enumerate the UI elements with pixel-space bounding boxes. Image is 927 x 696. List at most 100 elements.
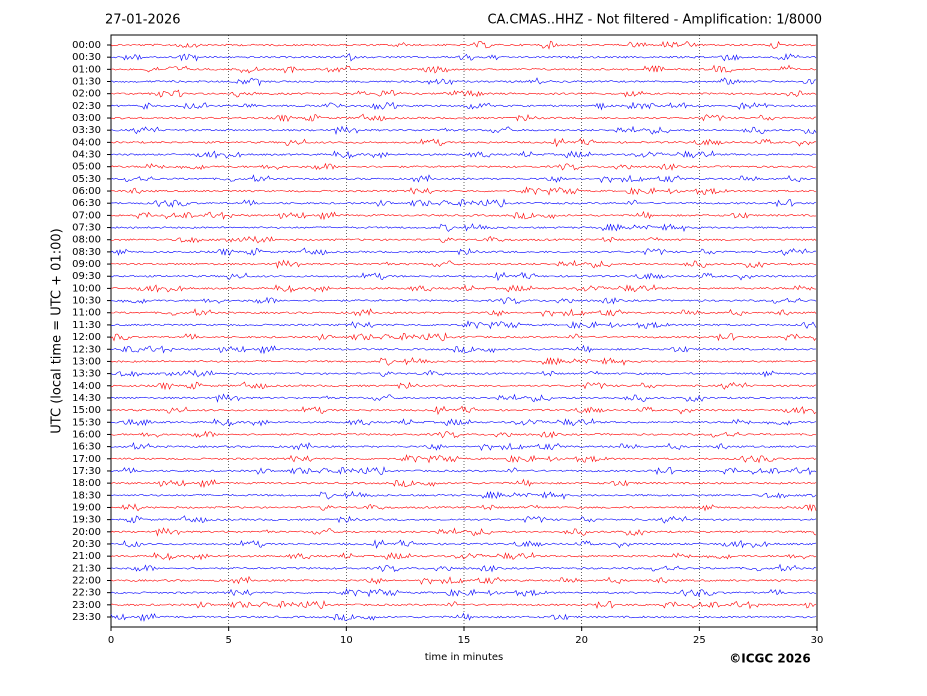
- x-tick-label: 10: [340, 635, 353, 646]
- trace: [110, 210, 817, 221]
- y-tick-label: 10:00: [72, 283, 101, 294]
- trace: [110, 150, 817, 160]
- x-tick-label: 25: [693, 635, 706, 646]
- trace: [110, 162, 817, 171]
- y-tick-label: 17:00: [72, 454, 101, 465]
- y-tick-label: 22:00: [72, 575, 101, 586]
- y-tick-label: 02:30: [72, 101, 101, 112]
- trace: [110, 612, 817, 622]
- trace: [110, 259, 816, 269]
- y-tick-label: 07:30: [72, 223, 101, 234]
- trace: [110, 418, 817, 427]
- trace: [110, 284, 817, 293]
- y-tick-label: 06:00: [72, 186, 101, 197]
- y-tick-label: 13:30: [72, 369, 101, 380]
- trace: [110, 235, 817, 244]
- x-tick-label: 0: [108, 635, 114, 646]
- y-tick-label: 16:30: [72, 442, 101, 453]
- y-tick-label: 23:00: [72, 600, 101, 611]
- trace: [110, 430, 817, 439]
- x-tick-label: 30: [811, 635, 824, 646]
- trace: [110, 186, 817, 196]
- y-tick-label: 17:30: [72, 466, 101, 477]
- trace: [110, 223, 817, 233]
- trace: [110, 478, 817, 488]
- y-tick-label: 14:00: [72, 381, 101, 392]
- trace: [110, 490, 817, 500]
- y-axis-label: UTC (local time = UTC + 01:00): [50, 228, 65, 433]
- trace: [110, 539, 817, 549]
- trace: [110, 64, 817, 74]
- trace: [110, 174, 817, 184]
- y-tick-label: 11:00: [72, 308, 101, 319]
- trace: [110, 137, 817, 148]
- y-tick-label: 18:30: [72, 490, 101, 501]
- y-tick-label: 04:30: [72, 150, 101, 161]
- trace: [110, 77, 817, 87]
- y-tick-label: 00:00: [72, 40, 101, 51]
- y-tick-label: 15:30: [72, 417, 101, 428]
- y-tick-label: 11:30: [72, 320, 101, 331]
- y-tick-label: 23:30: [72, 612, 101, 623]
- y-tick-label: 05:00: [72, 162, 101, 173]
- chart-title: CA.CMAS..HHZ - Not filtered - Amplificat…: [487, 13, 822, 28]
- y-tick-label: 02:00: [72, 89, 101, 100]
- y-tick-label: 06:30: [72, 198, 101, 209]
- y-tick-label: 19:30: [72, 515, 101, 526]
- date: 27-01-2026: [105, 13, 181, 28]
- trace: [110, 393, 817, 403]
- trace: [110, 357, 817, 366]
- trace: [110, 247, 817, 256]
- y-tick-label: 01:00: [72, 64, 101, 75]
- y-tick-label: 21:00: [72, 551, 101, 562]
- trace: [110, 527, 817, 537]
- trace: [110, 40, 817, 50]
- x-axis-label: time in minutes: [425, 652, 504, 663]
- trace: [110, 515, 817, 524]
- y-tick-label: 07:00: [72, 210, 101, 221]
- y-tick-label: 18:00: [72, 478, 101, 489]
- y-tick-label: 19:00: [72, 502, 101, 513]
- y-tick-label: 12:30: [72, 344, 101, 355]
- trace: [110, 381, 817, 391]
- x-tick-label: 5: [225, 635, 231, 646]
- trace: [110, 454, 817, 464]
- trace: [110, 125, 817, 136]
- y-tick-label: 14:30: [72, 393, 101, 404]
- trace: [110, 369, 817, 378]
- y-tick-label: 04:00: [72, 137, 101, 148]
- trace: [110, 575, 817, 585]
- y-tick-label: 13:00: [72, 356, 101, 367]
- trace: [110, 271, 817, 282]
- y-tick-label: 20:30: [72, 539, 101, 550]
- y-tick-label: 09:30: [72, 271, 101, 282]
- trace: [110, 563, 817, 573]
- y-tick-label: 01:30: [72, 77, 101, 88]
- trace: [110, 53, 817, 62]
- y-tick-label: 09:00: [72, 259, 101, 270]
- trace: [111, 405, 817, 416]
- trace: [110, 441, 817, 451]
- y-tick-label: 16:00: [72, 429, 101, 440]
- trace: [110, 308, 817, 318]
- trace: [110, 320, 817, 330]
- x-tick-label: 15: [458, 635, 471, 646]
- trace: [110, 466, 817, 476]
- y-tick-label: 10:30: [72, 296, 101, 307]
- y-tick-label: 05:30: [72, 174, 101, 185]
- trace: [111, 89, 817, 98]
- credit: ©ICGC 2026: [729, 652, 811, 666]
- y-tick-label: 03:30: [72, 125, 101, 136]
- y-tick-label: 21:30: [72, 563, 101, 574]
- y-tick-label: 08:00: [72, 235, 101, 246]
- trace: [110, 344, 817, 355]
- y-tick-label: 15:00: [72, 405, 101, 416]
- trace: [110, 332, 817, 342]
- y-tick-label: 08:30: [72, 247, 101, 258]
- y-tick-label: 00:30: [72, 52, 101, 63]
- trace: [110, 551, 817, 561]
- trace: [110, 587, 817, 598]
- trace: [110, 296, 817, 305]
- y-tick-label: 03:00: [72, 113, 101, 124]
